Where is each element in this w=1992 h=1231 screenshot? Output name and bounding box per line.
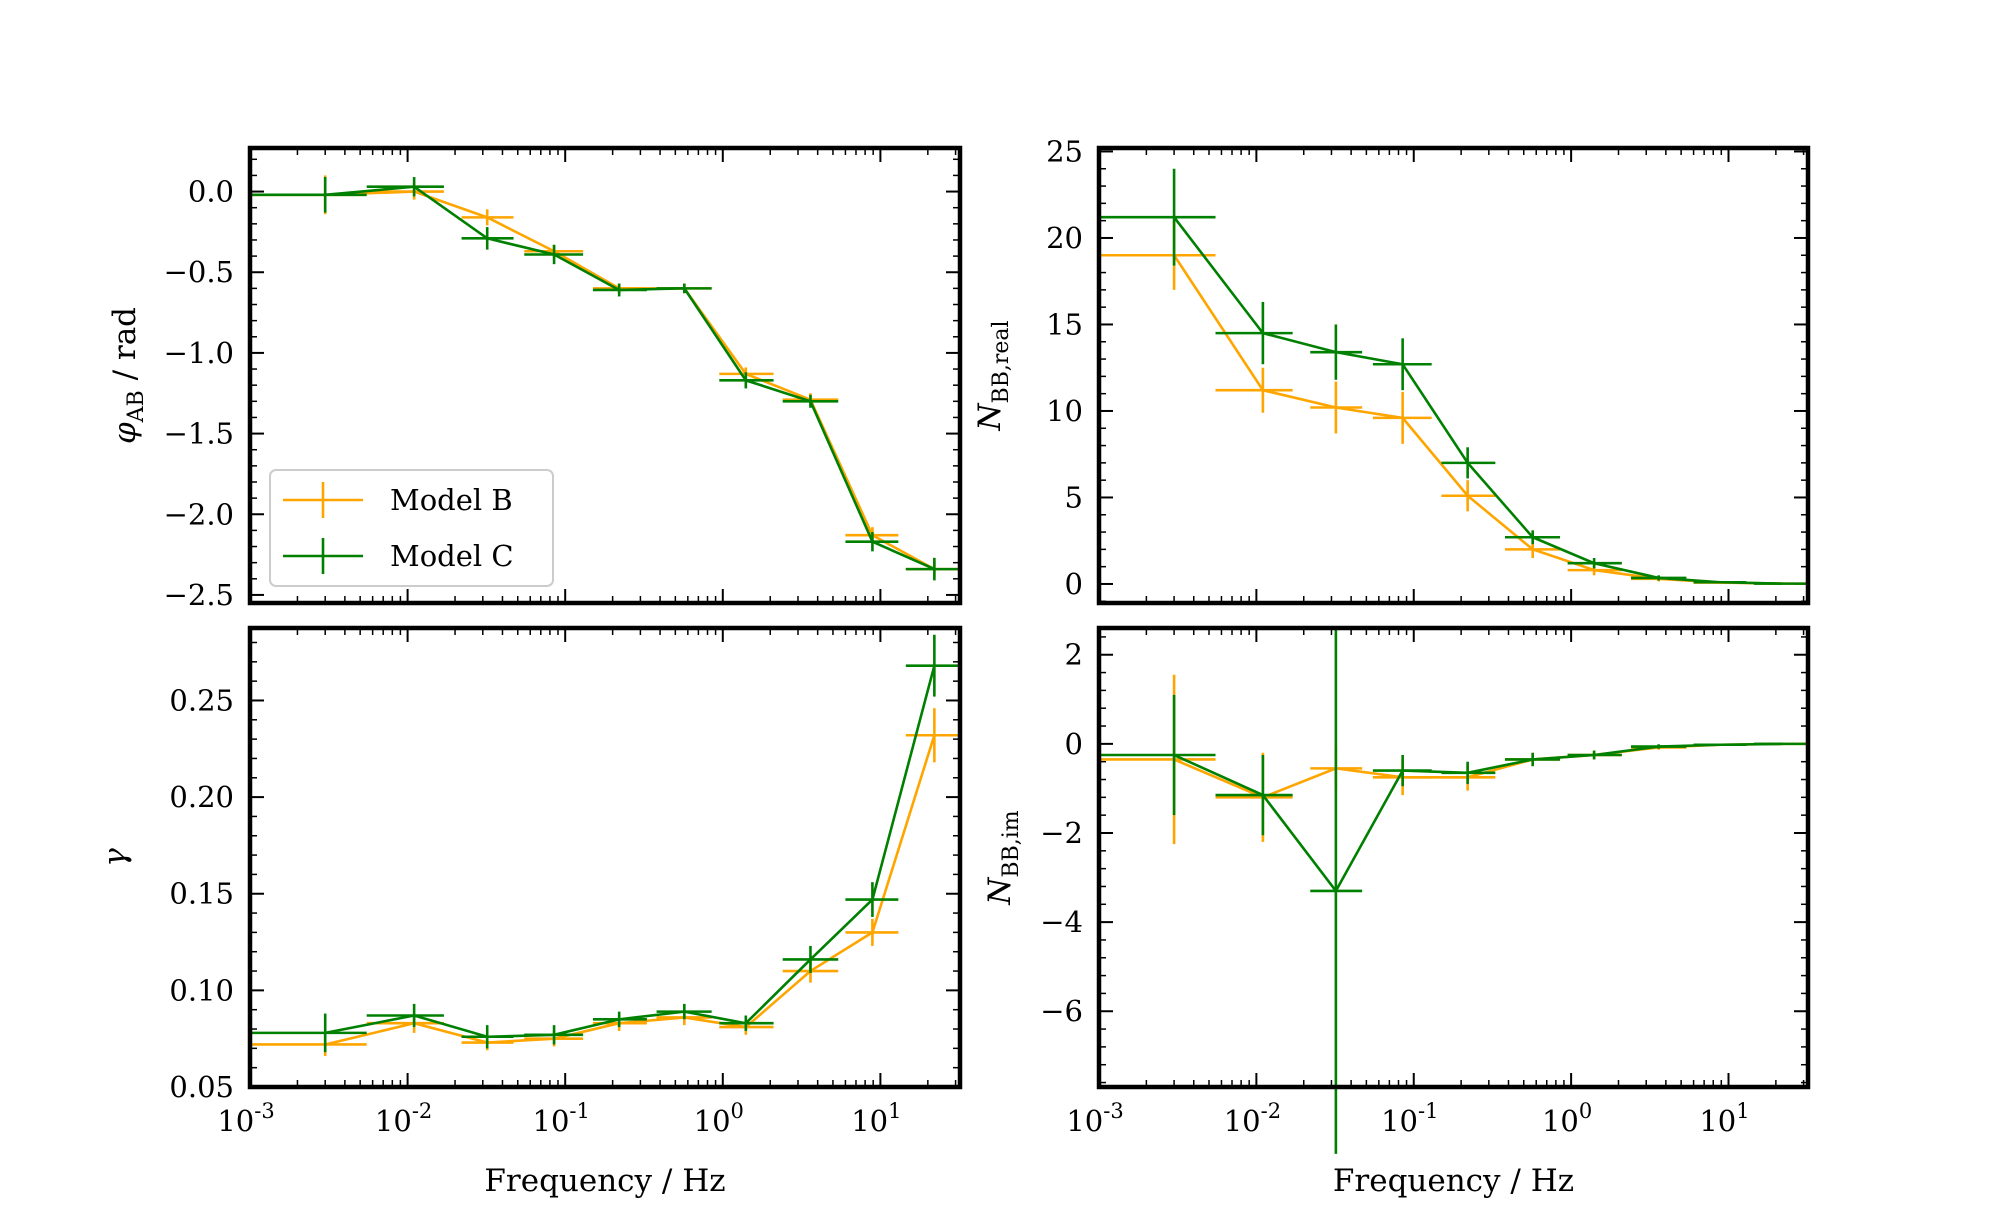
y-tick-label: −2 — [1040, 816, 1083, 850]
y-tick-label: 0.20 — [169, 780, 234, 814]
y-tick-label: 15 — [1046, 307, 1083, 341]
panel-nbb-im: 2 0 −2 −4 −6 10-3 10-2 10-1 100 101 Frequency / Hz… — [982, 625, 1811, 1199]
x-tick-label: 10-1 — [533, 1099, 590, 1138]
y-axis-label: φAB / rad — [107, 307, 149, 444]
legend-entry: Model B — [283, 482, 513, 518]
x-tick-label: 10-3 — [1066, 1099, 1123, 1138]
series-line — [324, 734, 936, 1046]
panel-gamma: 0.05 0.10 0.15 0.20 0.25 10-3 10-2 10-1 100 101 Fr… — [97, 625, 963, 1199]
y-tick-label: −6 — [1040, 994, 1083, 1028]
legend-entry: Model C — [283, 538, 514, 574]
y-axis-label: NBB,real — [972, 320, 1014, 431]
x-tick-label: 100 — [1542, 1099, 1592, 1138]
x-axis-label: Frequency / Hz — [1333, 1163, 1574, 1199]
x-tick-label: 10-3 — [217, 1099, 274, 1138]
y-tick-label: 0.10 — [169, 973, 234, 1007]
y-tick-label: 0.05 — [169, 1070, 234, 1104]
axes-frame — [1096, 625, 1811, 1090]
y-tick-label: 20 — [1046, 221, 1083, 255]
panel-nbb-real: 0 5 10 15 20 25 NBB,real — [972, 134, 1811, 606]
series-model-c — [250, 177, 960, 581]
x-axis-label: Frequency / Hz — [484, 1163, 725, 1199]
axes-frame — [247, 625, 963, 1090]
legend: Model B Model C — [269, 469, 554, 587]
y-tick-label: −2.0 — [164, 497, 234, 531]
series-model-c — [1099, 628, 1808, 1154]
series-line — [1173, 742, 1783, 894]
x-tick-label: 10-2 — [1224, 1099, 1281, 1138]
x-tick-label: 10-2 — [375, 1099, 432, 1138]
y-tick-label: 0.15 — [169, 877, 234, 911]
x-tick-label: 101 — [851, 1099, 901, 1138]
y-tick-label: 0.25 — [169, 683, 234, 717]
legend-label: Model C — [390, 539, 514, 573]
y-tick-label: −4 — [1040, 905, 1083, 939]
series-model-c — [250, 634, 960, 1053]
series-model-c — [1099, 168, 1808, 585]
series-line — [1173, 254, 1783, 585]
y-tick-label: 0 — [1065, 567, 1083, 601]
x-tick-label: 101 — [1699, 1099, 1749, 1138]
panel-phase: 0.0 −0.5 −1.0 −1.5 −2.0 −2.5 φAB / rad — [107, 145, 963, 612]
y-tick-label: −0.5 — [164, 255, 234, 289]
y-tick-label: −2.5 — [164, 578, 234, 612]
x-tick-label: 100 — [694, 1099, 744, 1138]
x-tick-label: 10-1 — [1381, 1099, 1438, 1138]
y-tick-label: 0 — [1065, 727, 1083, 761]
y-tick-label: 2 — [1065, 638, 1083, 672]
series-line — [1173, 216, 1783, 585]
y-tick-label: 0.0 — [188, 175, 234, 209]
y-tick-label: −1.5 — [164, 417, 234, 451]
series-model-b — [1099, 220, 1808, 585]
y-tick-label: −1.0 — [164, 336, 234, 370]
series-model-b — [250, 708, 960, 1057]
y-tick-label: 25 — [1046, 134, 1083, 168]
legend-label: Model B — [390, 483, 513, 517]
series-model-b — [1099, 674, 1808, 845]
axes-frame — [247, 145, 963, 606]
y-axis-label: NBB,im — [982, 810, 1024, 905]
series-line — [325, 185, 935, 571]
y-tick-label: 5 — [1065, 480, 1083, 514]
y-axis-label: γ — [97, 848, 133, 867]
axes-frame — [1096, 145, 1811, 606]
series-line — [324, 665, 936, 1039]
y-tick-label: 10 — [1046, 394, 1083, 428]
